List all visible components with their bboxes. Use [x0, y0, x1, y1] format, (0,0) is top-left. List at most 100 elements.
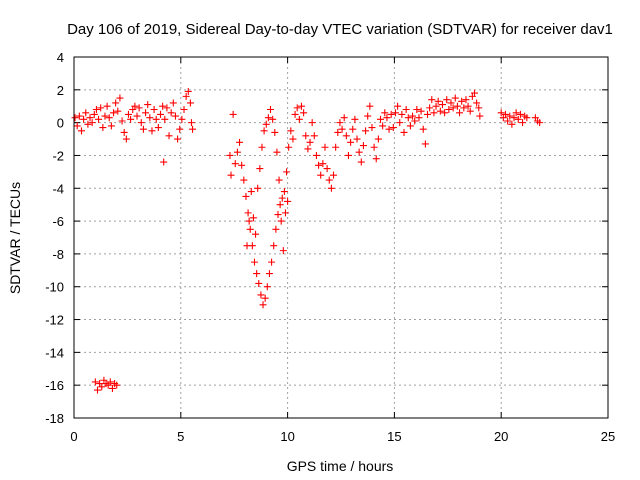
data-point — [291, 110, 299, 118]
data-point — [254, 184, 262, 192]
data-point — [456, 109, 464, 117]
data-point — [253, 270, 261, 278]
data-point — [295, 115, 303, 123]
axis-ticks: 0 5 10 15 20 25 -18 -16 -14 -12 -10 -8 -6 -4 -2 0 2 4 — [45, 50, 615, 444]
data-point — [101, 112, 109, 120]
data-point — [86, 114, 94, 122]
data-point — [112, 99, 120, 107]
data-point — [272, 225, 280, 233]
y-tick-label: 0 — [57, 116, 64, 131]
data-point — [165, 132, 173, 140]
data-point — [430, 109, 438, 117]
data-point — [323, 165, 331, 173]
data-point — [516, 110, 524, 118]
data-point — [353, 135, 361, 143]
data-point — [144, 101, 152, 109]
data-point — [297, 102, 305, 110]
data-point — [92, 106, 100, 114]
data-point — [325, 176, 333, 184]
data-point — [91, 378, 99, 386]
data-point — [385, 125, 393, 133]
y-tick-label: -8 — [52, 247, 64, 262]
data-point — [391, 109, 399, 117]
data-point — [122, 135, 130, 143]
data-point — [135, 104, 143, 112]
data-point — [264, 114, 272, 122]
data-point — [347, 138, 355, 146]
data-point — [275, 176, 283, 184]
data-point — [242, 192, 250, 200]
data-point — [506, 112, 514, 120]
data-point — [88, 119, 96, 127]
data-point — [453, 102, 461, 110]
data-point — [514, 115, 522, 123]
data-point — [394, 102, 402, 110]
x-tick-label: 20 — [494, 429, 508, 444]
y-tick-label: -4 — [52, 181, 64, 196]
y-tick-label: -16 — [45, 378, 64, 393]
data-point — [236, 138, 244, 146]
data-point — [351, 115, 359, 123]
data-point — [259, 301, 267, 309]
data-point — [84, 120, 92, 128]
data-point — [287, 127, 295, 135]
data-point — [330, 171, 338, 179]
data-point — [321, 143, 329, 151]
data-point — [340, 114, 348, 122]
data-point — [334, 128, 342, 136]
data-point — [114, 107, 122, 115]
data-point — [182, 92, 190, 100]
data-point — [77, 127, 85, 135]
data-point — [366, 102, 374, 110]
data-point — [108, 384, 116, 392]
plot-frame — [73, 56, 609, 419]
data-point — [310, 132, 318, 140]
data-point — [362, 127, 370, 135]
data-point — [238, 161, 246, 169]
data-point — [256, 165, 264, 173]
data-point — [411, 117, 419, 125]
data-point — [447, 99, 455, 107]
y-tick-label: -12 — [45, 313, 64, 328]
data-point — [240, 176, 248, 184]
data-point — [233, 148, 241, 156]
data-point — [273, 148, 281, 156]
data-point — [120, 128, 128, 136]
data-point — [244, 209, 252, 217]
x-tick-label: 0 — [70, 429, 77, 444]
data-point — [71, 114, 79, 122]
data-point — [451, 94, 459, 102]
data-point — [308, 119, 316, 127]
data-point — [449, 104, 457, 112]
data-point — [116, 94, 124, 102]
data-point — [497, 109, 505, 117]
data-point — [246, 225, 254, 233]
data-point — [258, 143, 266, 151]
y-tick-label: 4 — [57, 50, 64, 65]
data-point — [434, 97, 442, 105]
data-point — [154, 124, 162, 132]
data-point — [157, 110, 165, 118]
data-point — [148, 127, 156, 135]
data-point — [426, 104, 434, 112]
data-point — [349, 125, 357, 133]
data-point — [180, 106, 188, 114]
data-point — [377, 115, 385, 123]
data-point — [445, 106, 453, 114]
data-point — [508, 120, 516, 128]
data-points — [71, 87, 544, 394]
data-point — [306, 138, 314, 146]
data-point — [270, 242, 278, 250]
data-point — [131, 102, 139, 110]
data-point — [75, 112, 83, 120]
chart-title: Day 106 of 2019, Sidereal Day-to-day VTE… — [67, 21, 613, 38]
data-point — [332, 143, 340, 151]
data-point — [255, 279, 263, 287]
data-point — [103, 102, 111, 110]
data-point — [245, 217, 253, 225]
data-point — [99, 124, 107, 132]
data-point — [226, 151, 234, 159]
data-point — [184, 87, 192, 95]
data-point — [80, 115, 88, 123]
